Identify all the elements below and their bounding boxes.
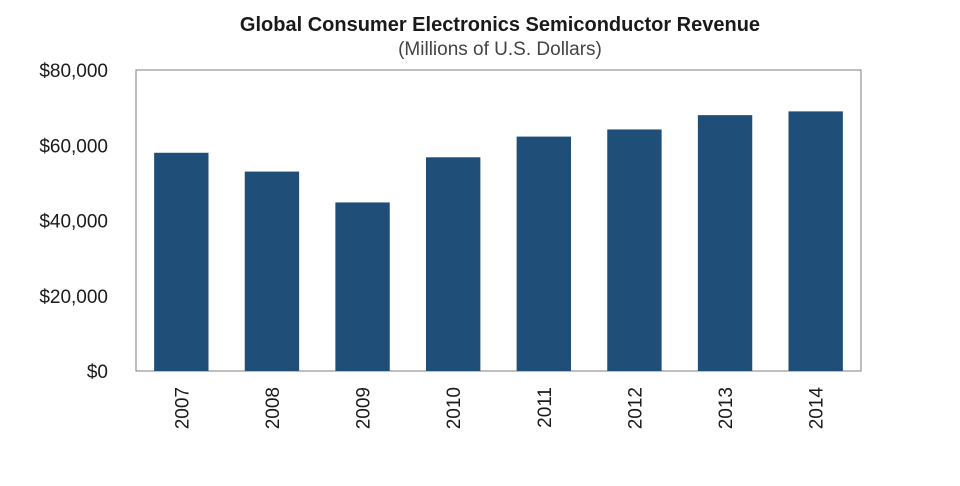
x-tick-label: 2008: [263, 387, 284, 429]
plot-area-frame: [135, 69, 862, 372]
x-tick-label: 2010: [444, 387, 465, 429]
bar-2011: [516, 136, 571, 371]
chart-title: Global Consumer Electronics Semiconducto…: [239, 14, 761, 36]
y-axis: $0 $20,000 $40,000 $60,000 $80,000: [39, 61, 108, 383]
y-tick-label: $40,000: [39, 212, 108, 233]
y-tick-label: $20,000: [39, 287, 108, 308]
y-tick-label: $0: [87, 362, 108, 383]
chart-subtitle: (Millions of U.S. Dollars): [398, 39, 602, 60]
bar-2012: [607, 129, 662, 371]
y-tick-label: $80,000: [39, 61, 108, 82]
bar-2010: [426, 157, 481, 371]
bar-2009: [335, 202, 390, 371]
x-tick-label: 2012: [625, 387, 646, 429]
bars: [154, 111, 843, 372]
x-axis: 2007 2008 2009 2010 2011 2012 2013 2014: [172, 387, 827, 430]
bar-2014: [788, 111, 843, 371]
bar-2013: [697, 115, 753, 372]
bar-2008: [244, 171, 300, 371]
x-tick-label: 2011: [535, 387, 556, 428]
y-tick-label: $60,000: [39, 136, 108, 157]
x-tick-label: 2009: [354, 387, 375, 429]
x-tick-label: 2007: [172, 387, 193, 429]
x-tick-label: 2013: [716, 387, 737, 429]
bar-2007: [154, 152, 209, 371]
x-tick-label: 2014: [807, 387, 828, 430]
